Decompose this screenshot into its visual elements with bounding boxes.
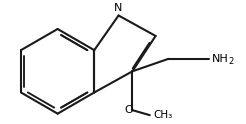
Text: N: N xyxy=(114,3,123,14)
Text: O: O xyxy=(124,105,133,115)
Text: 2: 2 xyxy=(228,57,233,66)
Text: CH₃: CH₃ xyxy=(153,110,172,120)
Text: NH: NH xyxy=(212,54,229,64)
